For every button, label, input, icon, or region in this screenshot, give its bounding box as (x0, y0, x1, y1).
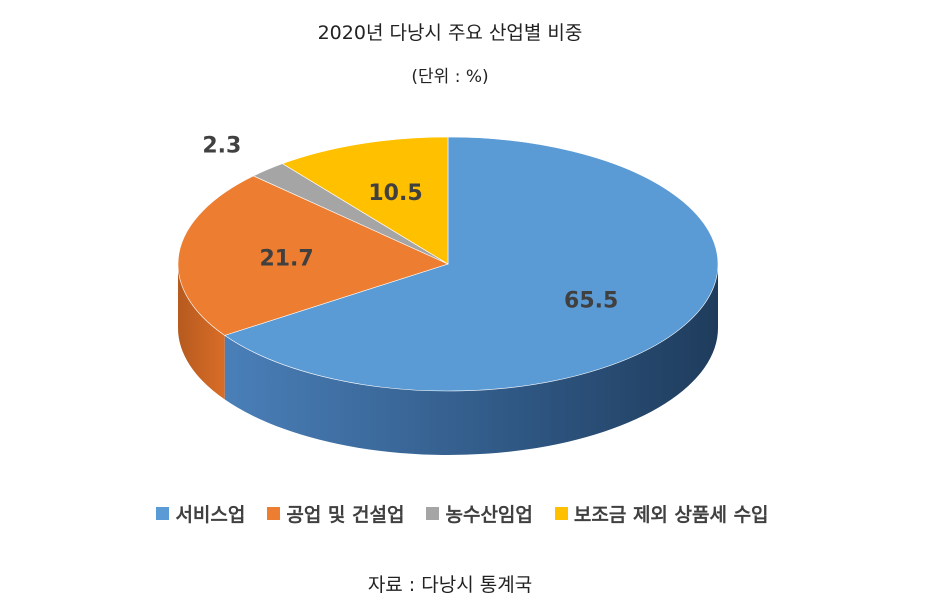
legend-item-agriculture: 농수산임업 (426, 500, 533, 527)
chart-title: 2020년 다낭시 주요 산업별 비중 (317, 22, 583, 44)
pie-slice-services (224, 136, 719, 392)
legend-swatch-services (156, 507, 170, 520)
source-note: 자료 : 다낭시 통계국 (367, 574, 533, 596)
legend-label-product-tax: 보조금 제외 상품세 수입 (573, 504, 769, 526)
chart-subtitle: (단위 : %) (411, 67, 489, 87)
pie-data-labels: 65.5 21.7 2.3 10.5 (202, 134, 618, 314)
pie-sides (178, 264, 719, 455)
legend-label-industry-construction: 공업 및 건설업 (286, 504, 405, 526)
legend-swatch-product-tax (554, 507, 568, 520)
pie-side-services (224, 264, 719, 455)
chart-legend: 서비스업 공업 및 건설업 농수산임업 보조금 제외 상품세 수입 (0, 500, 925, 527)
data-label-product-tax: 10.5 (368, 181, 422, 206)
legend-label-services: 서비스업 (175, 504, 246, 526)
legend-label-agriculture: 농수산임업 (445, 504, 533, 526)
pie-slice-product-tax (281, 136, 449, 265)
legend-item-services: 서비스업 (156, 500, 245, 527)
legend-swatch-industry-construction (267, 507, 281, 520)
data-label-services: 65.5 (564, 289, 618, 314)
pie-side-industry-construction (178, 264, 225, 400)
legend-item-industry-construction: 공업 및 건설업 (267, 500, 404, 527)
pie-slices (177, 136, 719, 392)
data-label-industry-construction: 21.7 (259, 247, 313, 272)
data-label-agriculture: 2.3 (202, 134, 241, 159)
legend-swatch-agriculture (426, 507, 440, 520)
legend-item-product-tax: 보조금 제외 상품세 수입 (554, 500, 769, 527)
pie-slice-industry-construction (177, 175, 449, 336)
